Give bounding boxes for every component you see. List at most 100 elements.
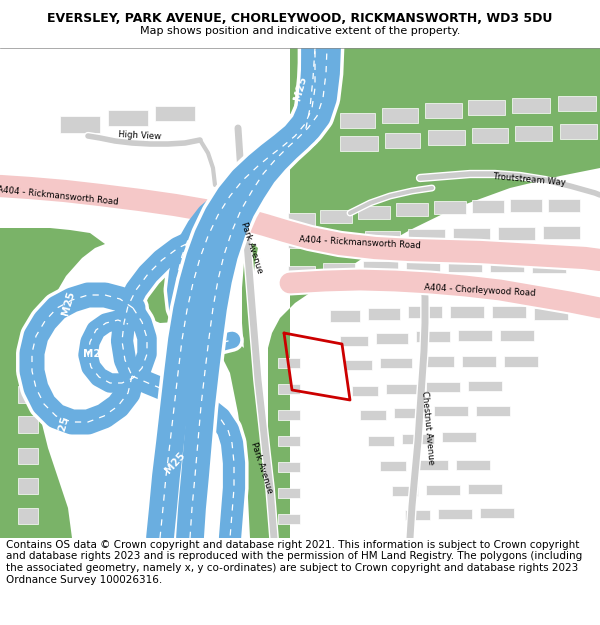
Bar (278, 384, 300, 394)
Bar (278, 436, 300, 446)
Text: Contains OS data © Crown copyright and database right 2021. This information is : Contains OS data © Crown copyright and d… (6, 540, 582, 584)
Bar (320, 210, 352, 223)
Bar (368, 308, 400, 320)
Bar (382, 108, 418, 123)
Bar (428, 130, 465, 145)
Bar (532, 260, 566, 273)
Text: M25: M25 (83, 349, 107, 359)
Bar (472, 128, 508, 143)
Bar (368, 436, 394, 446)
Bar (376, 333, 408, 344)
Bar (380, 358, 412, 368)
Bar (345, 360, 372, 370)
Bar (462, 356, 496, 367)
Bar (60, 116, 100, 133)
Bar (448, 259, 482, 272)
Bar (325, 233, 358, 246)
Bar (288, 236, 318, 248)
Text: High View: High View (118, 131, 162, 142)
Bar (396, 203, 428, 216)
Bar (363, 261, 398, 274)
Bar (365, 231, 400, 244)
Bar (504, 356, 538, 367)
Bar (558, 96, 596, 111)
Bar (560, 124, 597, 139)
Text: Park Avenue: Park Avenue (250, 441, 275, 495)
Bar (420, 356, 454, 367)
Bar (490, 259, 524, 272)
Bar (492, 306, 526, 318)
Bar (385, 133, 420, 148)
Polygon shape (290, 48, 600, 140)
Bar (434, 406, 468, 416)
Bar (406, 260, 440, 273)
Text: M25: M25 (292, 75, 308, 101)
Bar (426, 382, 460, 392)
Text: EVERSLEY, PARK AVENUE, CHORLEYWOOD, RICKMANSWORTH, WD3 5DU: EVERSLEY, PARK AVENUE, CHORLEYWOOD, RICK… (47, 12, 553, 25)
Text: M25: M25 (163, 451, 187, 476)
Bar (18, 448, 38, 464)
Text: Map shows position and indicative extent of the property.: Map shows position and indicative extent… (140, 26, 460, 36)
Text: Troutstream Way: Troutstream Way (493, 173, 566, 188)
Bar (512, 98, 550, 113)
Bar (450, 306, 484, 318)
Bar (392, 486, 418, 496)
Bar (340, 113, 375, 128)
Bar (434, 201, 466, 214)
Bar (360, 410, 386, 420)
Bar (288, 213, 315, 226)
Bar (548, 199, 580, 212)
Bar (18, 478, 38, 494)
Bar (468, 484, 502, 494)
Bar (340, 136, 378, 151)
Polygon shape (0, 343, 35, 538)
Bar (425, 103, 462, 118)
Text: Chestnut Avenue: Chestnut Avenue (420, 391, 436, 466)
Bar (414, 460, 448, 470)
Bar (358, 206, 390, 219)
Bar (408, 306, 442, 318)
Polygon shape (134, 260, 202, 323)
Text: A404 - Rickmansworth Road: A404 - Rickmansworth Road (299, 236, 421, 251)
Bar (438, 509, 472, 519)
Bar (380, 461, 406, 471)
Bar (500, 330, 534, 341)
Bar (386, 384, 418, 394)
Bar (278, 358, 300, 368)
Bar (456, 460, 490, 470)
Bar (340, 336, 368, 346)
Bar (108, 110, 148, 126)
Bar (405, 510, 430, 520)
Text: M25: M25 (54, 415, 70, 441)
Bar (426, 485, 460, 495)
Bar (18, 508, 38, 524)
Bar (468, 381, 502, 391)
Bar (472, 200, 504, 213)
Bar (515, 126, 552, 141)
Bar (402, 434, 434, 444)
Bar (498, 227, 535, 240)
Bar (278, 514, 300, 524)
Bar (278, 410, 300, 420)
Bar (476, 406, 510, 416)
Bar (278, 488, 300, 498)
Bar (534, 308, 568, 320)
Bar (543, 226, 580, 239)
Text: A404 - Chorleywood Road: A404 - Chorleywood Road (424, 282, 536, 298)
Text: M25: M25 (60, 290, 76, 316)
Bar (288, 266, 315, 278)
Text: Park Avenue: Park Avenue (239, 221, 265, 275)
Bar (458, 330, 492, 341)
Polygon shape (0, 228, 105, 538)
Bar (352, 386, 378, 396)
Polygon shape (268, 48, 600, 538)
Bar (155, 106, 195, 121)
Bar (278, 462, 300, 472)
Polygon shape (242, 243, 285, 538)
Polygon shape (218, 338, 262, 538)
Bar (442, 432, 476, 442)
Bar (18, 386, 42, 403)
Bar (453, 228, 490, 241)
Bar (416, 331, 450, 342)
Bar (480, 508, 514, 518)
